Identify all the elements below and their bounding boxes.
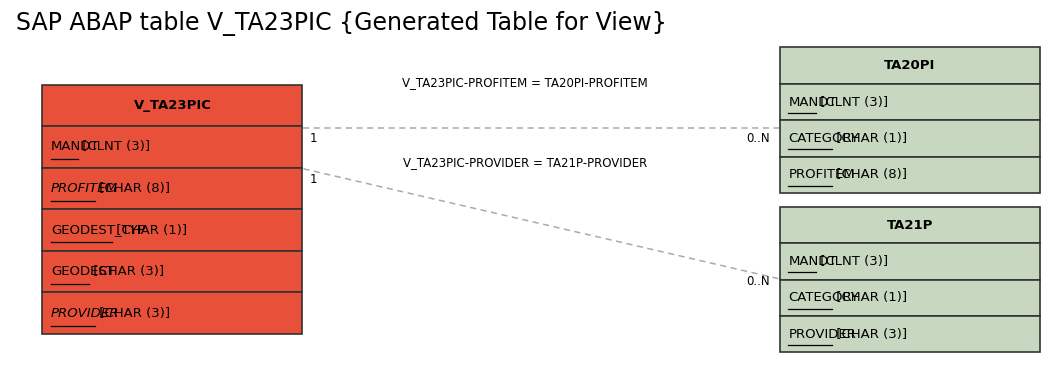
Text: MANDT: MANDT	[788, 255, 837, 268]
FancyBboxPatch shape	[780, 120, 1040, 157]
FancyBboxPatch shape	[780, 243, 1040, 280]
Text: PROFITEM: PROFITEM	[51, 182, 118, 195]
Text: TA20PI: TA20PI	[884, 59, 936, 72]
FancyBboxPatch shape	[780, 84, 1040, 120]
Text: 1: 1	[310, 132, 317, 145]
FancyBboxPatch shape	[780, 157, 1040, 193]
FancyBboxPatch shape	[42, 251, 302, 292]
FancyBboxPatch shape	[42, 126, 302, 168]
Text: [CHAR (8)]: [CHAR (8)]	[95, 182, 170, 195]
FancyBboxPatch shape	[780, 207, 1040, 243]
Text: PROVIDER: PROVIDER	[51, 306, 120, 320]
Text: [CHAR (3)]: [CHAR (3)]	[95, 306, 170, 320]
Text: CATEGORY: CATEGORY	[788, 132, 859, 145]
FancyBboxPatch shape	[42, 168, 302, 209]
Text: V_TA23PIC-PROFITEM = TA20PI-PROFITEM: V_TA23PIC-PROFITEM = TA20PI-PROFITEM	[402, 76, 648, 89]
Text: V_TA23PIC-PROVIDER = TA21P-PROVIDER: V_TA23PIC-PROVIDER = TA21P-PROVIDER	[403, 156, 647, 169]
FancyBboxPatch shape	[42, 209, 302, 251]
Text: PROFITEM: PROFITEM	[788, 168, 855, 181]
FancyBboxPatch shape	[780, 47, 1040, 84]
Text: CATEGORY: CATEGORY	[788, 291, 859, 305]
Text: MANDT: MANDT	[51, 140, 100, 154]
Text: [CLNT (3)]: [CLNT (3)]	[816, 95, 888, 109]
FancyBboxPatch shape	[780, 316, 1040, 352]
Text: GEODEST_TYP: GEODEST_TYP	[51, 223, 145, 237]
Text: [CHAR (8)]: [CHAR (8)]	[833, 168, 907, 181]
Text: [CHAR (1)]: [CHAR (1)]	[833, 291, 907, 305]
Text: GEODEST: GEODEST	[51, 265, 115, 278]
Text: SAP ABAP table V_TA23PIC {Generated Table for View}: SAP ABAP table V_TA23PIC {Generated Tabl…	[16, 11, 666, 36]
Text: [CLNT (3)]: [CLNT (3)]	[79, 140, 151, 154]
FancyBboxPatch shape	[42, 85, 302, 126]
Text: V_TA23PIC: V_TA23PIC	[134, 99, 211, 112]
Text: 0..N: 0..N	[747, 275, 770, 288]
Text: [CHAR (3)]: [CHAR (3)]	[89, 265, 164, 278]
Text: MANDT: MANDT	[788, 95, 837, 109]
Text: TA21P: TA21P	[887, 219, 933, 232]
Text: [CHAR (1)]: [CHAR (1)]	[111, 223, 187, 237]
Text: [CHAR (1)]: [CHAR (1)]	[833, 132, 907, 145]
Text: [CHAR (3)]: [CHAR (3)]	[833, 328, 907, 341]
Text: 0..N: 0..N	[747, 132, 770, 145]
FancyBboxPatch shape	[42, 292, 302, 334]
Text: 1: 1	[310, 173, 317, 186]
Text: [CLNT (3)]: [CLNT (3)]	[816, 255, 888, 268]
FancyBboxPatch shape	[780, 280, 1040, 316]
Text: PROVIDER: PROVIDER	[788, 328, 856, 341]
